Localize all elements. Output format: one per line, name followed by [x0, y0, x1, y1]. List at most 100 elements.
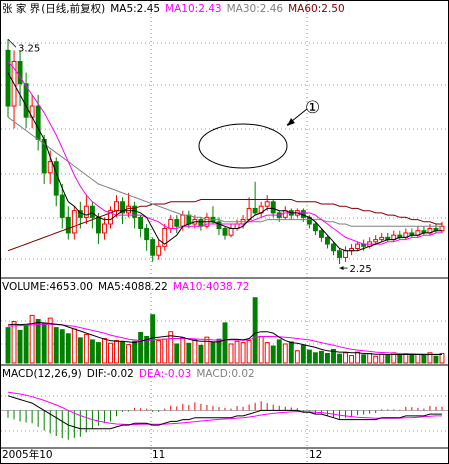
- candle-body-43: [264, 201, 270, 207]
- candle-body-36: [222, 227, 228, 236]
- volume-bar-35: [216, 338, 222, 364]
- date-label-oct: 2005年10: [2, 449, 53, 461]
- candle-body-30: [186, 214, 192, 225]
- candle-body-61: [373, 239, 379, 243]
- volume-bar-63: [385, 355, 391, 364]
- candle-body-35: [216, 221, 222, 229]
- volume-bar-61: [373, 355, 379, 364]
- volume-bar-10: [65, 333, 71, 364]
- vol-ma10-label: MA10:4038.72: [172, 281, 250, 293]
- candle-body-25: [156, 245, 162, 256]
- volume-bar-30: [186, 342, 192, 364]
- ma5-line: [7, 72, 442, 252]
- candle-body-53: [325, 236, 330, 245]
- volume-bar-5: [35, 318, 41, 364]
- chart-mode: (日线,前复权): [41, 3, 106, 15]
- candle-body-8: [53, 161, 59, 196]
- volume-bar-17: [108, 342, 113, 364]
- ma10-line: [7, 61, 442, 245]
- volume-bar-42: [258, 335, 264, 364]
- candle-body-15: [95, 216, 101, 234]
- candle-body-55: [337, 250, 342, 258]
- date-label-nov: 11: [152, 449, 166, 461]
- candle-body-24: [150, 239, 156, 256]
- volume-bar-57: [349, 355, 355, 364]
- candle-body-14: [89, 205, 95, 218]
- volume-bar-33: [204, 336, 210, 364]
- volume-bar-13: [83, 333, 89, 364]
- volume-bar-49: [300, 344, 306, 364]
- date-label-dec: 12: [309, 449, 323, 461]
- volume-bar-9: [59, 329, 65, 364]
- volume-bar-24: [150, 314, 156, 364]
- volume-bar-27: [168, 331, 174, 364]
- candle-body-23: [144, 227, 150, 241]
- annotation-ellipse: [198, 123, 288, 169]
- volume-bar-68: [415, 353, 421, 364]
- volume-bar-25: [156, 340, 162, 364]
- candle-body-17: [108, 210, 113, 225]
- volume-bar-58: [355, 351, 361, 364]
- volume-bar-3: [23, 325, 29, 364]
- candle-body-52: [318, 230, 324, 238]
- ma5-label: MA5:2.45: [110, 3, 161, 15]
- low-arrowhead: [339, 266, 344, 271]
- volume-bar-48: [294, 350, 300, 364]
- dea-line: [7, 391, 442, 425]
- volume-bar-18: [114, 340, 119, 364]
- candle-body-11: [71, 210, 77, 234]
- volume-bar-67: [409, 355, 415, 364]
- candle-body-9: [59, 194, 65, 218]
- candle-body-13: [83, 205, 89, 218]
- volume-bar-37: [228, 343, 234, 364]
- volume-bar-34: [210, 341, 216, 364]
- volume-bar-46: [282, 343, 288, 364]
- dif-line: [7, 395, 442, 430]
- low-price-label: 2.25: [350, 264, 372, 275]
- ma60-line: [7, 199, 442, 252]
- volume-bar-40: [246, 340, 252, 364]
- volume-bar-14: [89, 339, 95, 364]
- volume-bar-45: [276, 339, 282, 364]
- ma10-label: MA10:2.43: [165, 3, 222, 15]
- candle-body-27: [168, 219, 174, 229]
- volume-bar-71: [433, 355, 439, 364]
- stock-name: 张 家 界: [2, 3, 41, 15]
- volume-bar-38: [234, 340, 240, 364]
- volume-bar-0: [5, 327, 11, 364]
- volume-bar-32: [198, 344, 204, 364]
- volume-bar-55: [337, 353, 342, 364]
- candle-body-18: [114, 201, 119, 212]
- volume-bar-52: [318, 350, 324, 364]
- candle-body-44: [270, 201, 276, 214]
- candle-body-54: [331, 243, 336, 252]
- volume-bar-26: [162, 338, 168, 364]
- volume-bar-6: [41, 323, 47, 364]
- candle-body-5: [35, 105, 41, 140]
- volume-bar-28: [174, 343, 180, 364]
- volume-bar-44: [270, 345, 276, 364]
- high-price-label: 3.25: [18, 43, 40, 54]
- volume-bar-22: [138, 331, 144, 364]
- candle-body-58: [355, 243, 361, 250]
- candle-body-16: [101, 223, 107, 234]
- ma60-label: MA60:2.50: [288, 3, 345, 15]
- volume-bar-41: [252, 297, 258, 364]
- candle-body-41: [252, 207, 258, 214]
- volume-bar-31: [192, 339, 198, 364]
- candle-body-28: [174, 219, 180, 227]
- volume-bar-8: [53, 327, 59, 364]
- candle-body-62: [379, 236, 385, 241]
- volume-bar-19: [120, 341, 125, 364]
- volume-bar-4: [29, 314, 35, 364]
- volume-bar-59: [361, 354, 367, 364]
- volume-bar-16: [101, 338, 107, 364]
- volume-bar-72: [439, 352, 445, 364]
- volume-bar-53: [325, 352, 330, 364]
- volume-label: VOLUME:4653.00: [2, 281, 93, 293]
- vol-ma5-label: MA5:4088.22: [97, 281, 168, 293]
- volume-bar-20: [126, 344, 132, 364]
- macd-header: MACD(12,26,9) DIF:-0.02 DEA:-0.03 MACD:0.02: [2, 367, 260, 381]
- volume-bar-23: [144, 335, 150, 364]
